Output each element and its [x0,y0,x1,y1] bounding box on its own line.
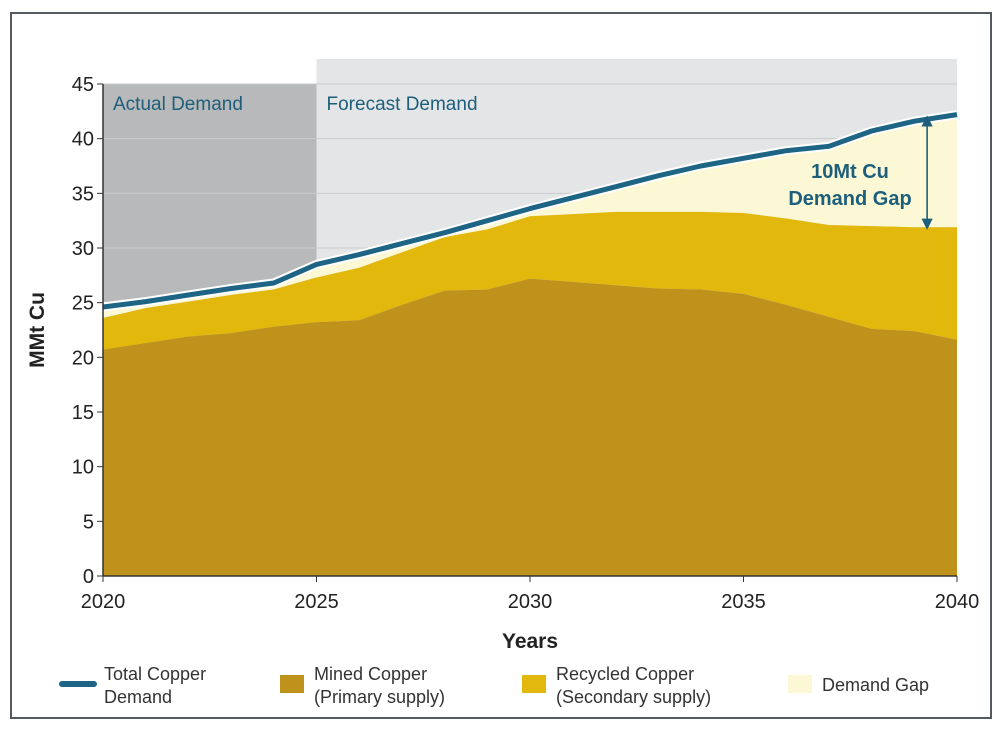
x-tick-label-2040: 2040 [935,591,980,613]
y-tick-label-30: 30 [72,238,94,260]
region-label-actual: Actual Demand [113,94,243,115]
x-tick-label-2030: 2030 [508,591,553,613]
legend-label-recycled-line1: Recycled Copper [556,664,694,684]
demand-gap-label-line2: Demand Gap [788,188,911,210]
area-recycled-copper [103,211,957,350]
total-demand-line [102,112,958,310]
y-tick-label-25: 25 [72,293,94,315]
legend-label-gap: Demand Gap [822,675,929,695]
legend-label-mined-line1: Mined Copper [314,664,427,684]
x-tick-label-2025: 2025 [294,591,339,613]
legend-label-total-line1: Total Copper [104,664,206,684]
y-tick-label-45: 45 [72,74,94,96]
legend-swatch-recycled [522,675,546,693]
legend-swatch-mined [280,675,304,693]
legend-label-recycled-line2: (Secondary supply) [556,687,711,707]
y-tick-label-10: 10 [72,457,94,479]
legend-label-mined-line2: (Primary supply) [314,687,445,707]
x-axis-title: Years [502,630,558,653]
region-label-forecast: Forecast Demand [327,94,478,115]
legend-label-total-line2: Demand [104,687,172,707]
demand-gap-label-line1: 10Mt Cu [811,161,889,183]
legend-swatch-gap [788,675,812,693]
y-tick-label-40: 40 [72,129,94,151]
y-tick-label-20: 20 [72,347,94,369]
area-mined-copper [103,278,957,576]
x-tick-label-2035: 2035 [721,591,766,613]
y-tick-label-35: 35 [72,183,94,205]
x-tick-label-2020: 2020 [81,591,126,613]
y-tick-label-0: 0 [83,566,94,588]
y-tick-label-5: 5 [83,511,94,533]
y-tick-label-15: 15 [72,402,94,424]
y-axis-title: MMt Cu [26,292,49,368]
